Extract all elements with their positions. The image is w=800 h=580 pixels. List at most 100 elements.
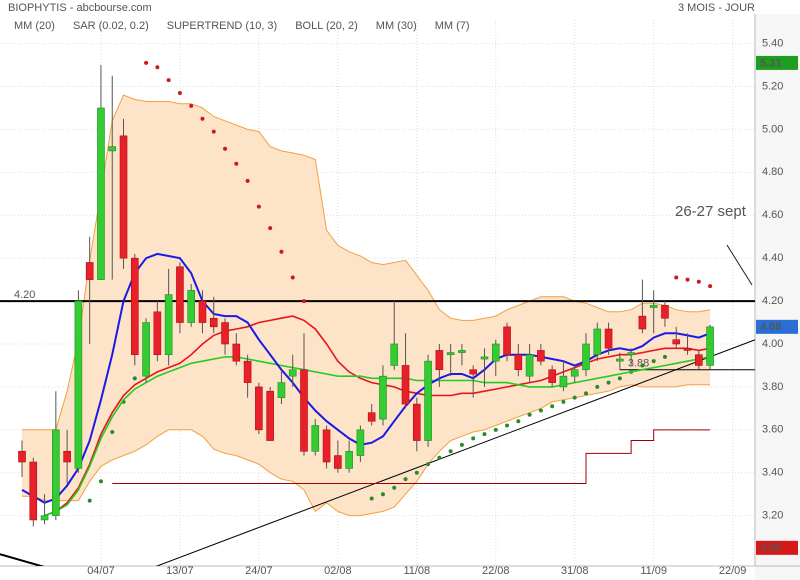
candle-body — [649, 305, 658, 308]
candle-body — [503, 326, 511, 356]
candle-body — [401, 365, 410, 405]
candle-body — [243, 360, 252, 383]
axis-panel — [755, 14, 800, 580]
x-tick-label: 31/08 — [561, 565, 589, 577]
legend-item: SAR (0.02, 0.2) — [73, 20, 149, 32]
price-tag — [756, 540, 798, 555]
sar-dot — [584, 391, 588, 396]
axes: 3.20 3.40 3.60 3.80 4.00 4.20 4.40 4.60 4.80 5.00… — [87, 38, 783, 577]
sar-dot — [550, 404, 555, 409]
candle-body — [379, 375, 387, 420]
sar-dot — [177, 90, 182, 95]
x-tick-label: 11/09 — [640, 565, 667, 577]
y-tick-label: 3.80 — [762, 381, 783, 393]
price-tag — [756, 319, 798, 334]
candle-body — [582, 343, 590, 371]
sar-dot — [606, 380, 611, 385]
price-tag — [756, 55, 798, 70]
sar-dot — [268, 226, 273, 231]
candle-body — [548, 369, 556, 383]
candle-body — [176, 266, 184, 323]
candle-body — [356, 429, 365, 456]
candle-body — [683, 347, 692, 351]
sar-dot — [527, 412, 532, 417]
y-tick-label: 3.40 — [762, 467, 783, 479]
candle-body — [458, 350, 466, 353]
sar-dot — [223, 146, 228, 151]
sar-dot — [448, 449, 453, 454]
sar-dot — [290, 275, 295, 280]
legend-item: MM (30) — [376, 20, 417, 32]
sar-dot — [505, 423, 510, 428]
band-upper — [22, 94, 711, 431]
candle-body — [514, 354, 523, 371]
sar-dot — [640, 363, 645, 368]
sar-dot — [459, 442, 464, 447]
candle-body — [491, 343, 500, 362]
sar-dot — [211, 129, 216, 134]
candle-body — [300, 369, 308, 452]
x-tick-label: 02/08 — [324, 565, 352, 577]
candle-body — [593, 328, 602, 356]
candle-body — [108, 146, 117, 152]
sar-dot — [538, 408, 543, 413]
trendline — [155, 339, 755, 566]
candle-body — [131, 257, 139, 356]
candle-body — [63, 450, 71, 463]
candle-body — [198, 300, 207, 323]
sar-dot — [414, 470, 419, 475]
x-tick-label: 13/07 — [166, 565, 194, 577]
sar-dot — [369, 496, 374, 501]
candle-body — [559, 375, 568, 388]
candle-body — [446, 352, 455, 356]
candle-body — [119, 135, 128, 259]
sar-dot — [572, 395, 577, 400]
candle-body — [480, 356, 489, 360]
candle-body — [85, 262, 94, 280]
legend-item: MM (20) — [14, 20, 55, 32]
candle-body — [266, 390, 274, 441]
price-tag-label: 4.08 — [760, 321, 781, 333]
candle-body — [52, 429, 60, 516]
y-tick-label: 4.00 — [762, 338, 783, 350]
chart-subtitle: 3 MOIS - JOUR — [678, 2, 755, 14]
annotation-arrow — [726, 244, 753, 286]
candle-body — [255, 386, 263, 431]
candle-body — [74, 300, 83, 469]
y-tick-label: 4.60 — [762, 209, 783, 221]
ma-line — [44, 356, 711, 517]
y-tick-label: 5.20 — [762, 80, 783, 92]
y-tick-label: 5.00 — [762, 123, 783, 135]
candle-body — [221, 322, 229, 345]
sar-dot — [662, 354, 667, 359]
annotation: 26-27 sept — [675, 203, 747, 220]
y-tick-label: 5.40 — [762, 38, 783, 50]
x-tick-label: 11/08 — [403, 565, 430, 577]
candle-body — [29, 461, 38, 521]
candle-body — [18, 450, 26, 463]
supertrend-line — [112, 429, 711, 484]
x-tick-label: 22/08 — [482, 565, 510, 577]
legend-item: SUPERTREND (10, 3) — [167, 20, 277, 32]
sar-dot — [403, 477, 408, 482]
candle-body — [164, 294, 173, 356]
candle-body — [209, 317, 218, 328]
sar-dot — [595, 384, 600, 389]
sar-dot — [651, 359, 656, 364]
level-label: 4.20 — [14, 289, 35, 301]
plot: 4.203.88 — [0, 60, 755, 566]
candle-body — [672, 339, 681, 345]
sar-dot — [245, 178, 250, 183]
sar-dot — [98, 479, 103, 484]
sar-dot — [234, 161, 239, 166]
candle-body — [277, 382, 286, 398]
sar-dot — [189, 103, 194, 108]
candle-body — [435, 350, 444, 371]
candle-body — [334, 455, 342, 469]
sar-dot — [302, 299, 306, 304]
y-tick-label: 4.80 — [762, 166, 783, 178]
candle-body — [412, 403, 421, 441]
sar-dot — [516, 419, 521, 424]
sar-dot — [561, 399, 566, 404]
candle-body — [390, 343, 399, 366]
